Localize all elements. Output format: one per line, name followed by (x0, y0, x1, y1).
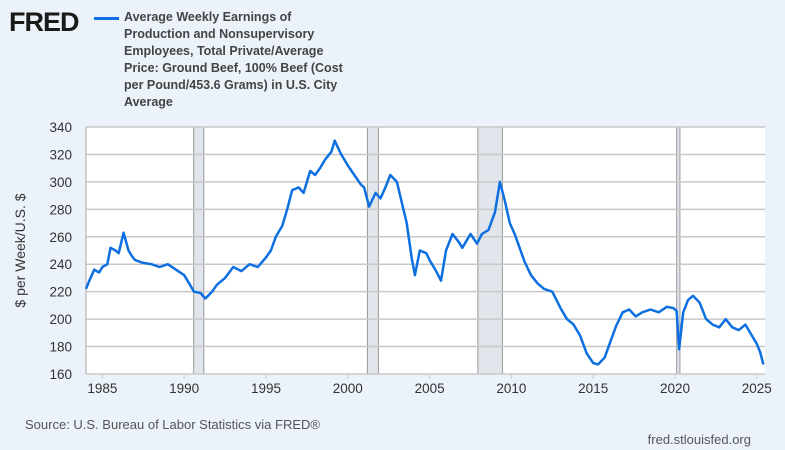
y-tick-label: 300 (49, 175, 72, 190)
recession-band (477, 126, 503, 375)
x-tick-label: 2025 (742, 381, 772, 396)
y-tick-label: 160 (49, 367, 72, 382)
x-tick-label: 2010 (496, 381, 526, 396)
y-tick-label: 340 (49, 120, 72, 135)
y-axis-label: $ per Week/U.S. $ (12, 193, 28, 307)
y-tick-label: 320 (49, 147, 72, 162)
source-note: Source: U.S. Bureau of Labor Statistics … (25, 417, 320, 432)
series-line (84, 139, 765, 366)
fred-url[interactable]: fred.stlouisfed.org (647, 432, 751, 447)
recession-band (193, 126, 205, 375)
y-tick-label: 220 (49, 285, 72, 300)
x-tick-label: 1985 (87, 381, 117, 396)
fred-logo: FRED (9, 7, 79, 37)
plot-area (86, 127, 765, 374)
x-tick-label: 2015 (578, 381, 608, 396)
y-tick-label: 180 (49, 340, 72, 355)
x-tick-label: 1990 (169, 381, 199, 396)
recession-band (366, 126, 379, 375)
y-tick-label: 200 (49, 312, 72, 327)
legend-swatch (94, 17, 119, 20)
legend-label: Average Weekly Earnings of Production an… (124, 10, 343, 109)
x-tick-label: 2000 (333, 381, 363, 396)
y-tick-label: 260 (49, 230, 72, 245)
x-tick-label: 1995 (251, 381, 281, 396)
y-tick-label: 280 (49, 202, 72, 217)
y-tick-label: 240 (49, 257, 72, 272)
x-tick-label: 2005 (415, 381, 445, 396)
x-tick-label: 2020 (660, 381, 690, 396)
